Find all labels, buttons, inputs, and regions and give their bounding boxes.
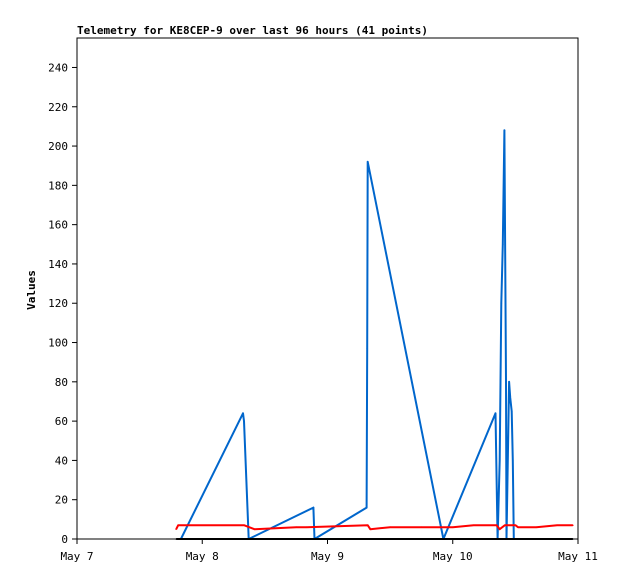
series-0-point-4 [312,506,315,509]
series-1-point-4 [243,524,245,527]
y-tick-label: 200 [48,140,68,153]
series-1-point-14 [495,524,498,527]
series-0-point-12 [498,459,501,462]
series-0-point-21 [511,459,514,462]
y-tick-label: 240 [48,61,68,74]
series-1-point-21 [571,524,574,527]
series-1-point-11 [420,526,423,529]
series-1-point-5 [253,528,256,530]
series-2-point-0 [175,538,177,540]
series-1-point-13 [472,524,475,527]
series-0-point-7 [366,347,368,350]
y-tick-label: 120 [48,297,68,310]
chart-title: Telemetry for KE8CEP-9 over last 96 hour… [77,24,428,37]
x-tick-label: May 10 [433,550,473,563]
series-1-point-2 [181,524,184,527]
series-1-point-20 [556,524,558,527]
x-axis: May 7 May 8 May 9 May 10 May 11 [60,539,598,563]
x-tick-label: May 11 [558,550,598,563]
series-0-point-19 [509,396,511,399]
y-tick-label: 180 [48,179,68,192]
series-0-point-14 [502,243,504,246]
x-tick-label: May 9 [311,550,344,563]
y-tick-label: 100 [48,337,68,350]
series-2-point-1 [571,538,574,540]
series-line-0 [180,129,518,540]
series-0-point-10 [494,412,497,415]
series-1-point-7 [305,526,308,529]
y-axis-label: Values [25,270,38,310]
y-tick-label: 220 [48,101,68,114]
series-1-point-1 [177,524,180,527]
x-tick-label: May 7 [60,550,93,563]
y-tick-label: 140 [48,258,68,271]
series-0-point-13 [500,302,503,305]
series-1-point-6 [295,526,297,529]
series-1-point-9 [369,528,372,530]
series-0-point-2 [243,420,245,422]
y-tick-label: 20 [55,494,68,507]
plot-frame [76,37,579,540]
y-tick-label: 60 [55,415,68,428]
series-0-point-20 [510,410,513,413]
series-1-point-3 [222,524,224,527]
series-1-point-12 [451,526,454,529]
series-0-point-8 [366,160,369,163]
series-0-point-1 [242,412,244,415]
series-1-point-8 [366,524,369,527]
series-line-1 [175,524,573,531]
series-1-point-15 [498,528,501,530]
y-axis: 0 20 40 60 80 100 120 140 160 180 200 220 240 [48,61,77,546]
series-1-point-19 [535,526,538,529]
x-tick-label: May 8 [186,550,219,563]
series-0-point-15 [503,129,506,132]
series-1-point-17 [514,524,517,527]
series-1-point-16 [504,524,506,527]
series-1-point-18 [517,526,519,529]
y-tick-label: 80 [55,376,68,389]
series-0-point-16 [505,381,507,383]
series-0-point-6 [365,506,368,509]
series-layer [175,129,574,540]
series-1-point-0 [175,528,177,530]
y-tick-label: 40 [55,454,68,467]
y-tick-label: 0 [61,533,68,546]
series-1-point-10 [389,526,391,529]
series-0-point-18 [508,381,510,383]
y-tick-label: 160 [48,219,68,232]
